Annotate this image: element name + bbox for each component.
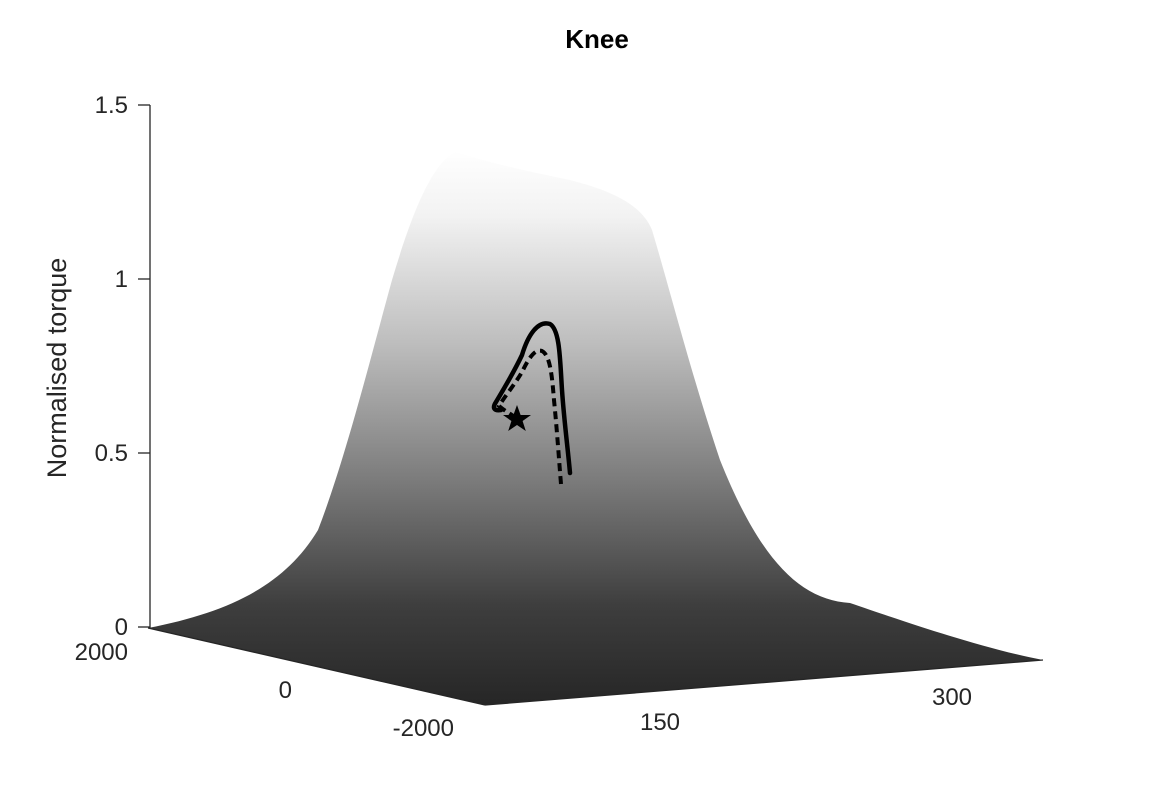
x-tick-label: 300 <box>932 684 972 711</box>
z-tick-label: 0.5 <box>95 440 128 467</box>
z-tick-label: 1 <box>115 266 128 293</box>
x-tick-label: 150 <box>640 709 680 736</box>
start-star-marker <box>503 405 531 431</box>
y-axis-line <box>147 627 486 706</box>
solid-trajectory <box>491 321 573 476</box>
z-axis-label: Normalised torque <box>42 258 72 479</box>
x-axis-line <box>484 659 1044 706</box>
z-tick-label: 0 <box>115 614 128 641</box>
chart-title: Knee <box>565 24 629 54</box>
y-tick-label: -2000 <box>393 715 454 742</box>
dashed-trajectory <box>496 348 563 485</box>
z-tick-label: 1.5 <box>95 92 128 119</box>
y-tick-label: 0 <box>279 677 292 704</box>
z-axis-ticks <box>138 104 150 628</box>
torque-surface <box>148 152 1043 705</box>
y-tick-label: 2000 <box>75 639 128 666</box>
